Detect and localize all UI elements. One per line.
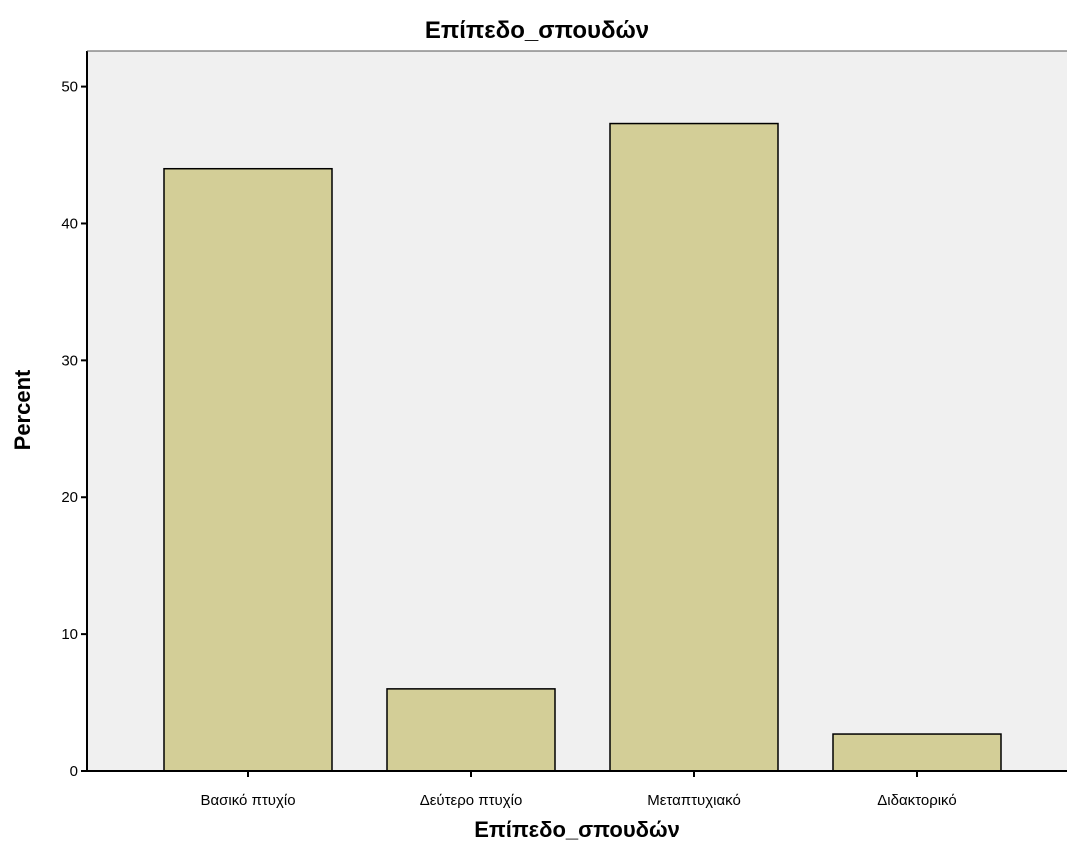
y-tick-label: 10 <box>61 626 78 643</box>
x-tick-label: Διδακτορικό <box>877 792 956 809</box>
bar <box>609 122 779 772</box>
y-axis-label: Percent <box>10 369 35 450</box>
y-tick-label: 50 <box>61 79 78 96</box>
x-axis-label: Επίπεδο_σπουδών <box>474 817 680 842</box>
y-tick-label: 0 <box>70 763 78 780</box>
y-ticks: 0 10 20 30 40 50 <box>61 79 87 780</box>
x-tick-label: Δεύτερο πτυχίο <box>420 792 523 809</box>
bar <box>386 688 556 772</box>
y-tick-label: 20 <box>61 489 78 506</box>
bar <box>163 167 333 772</box>
bar <box>832 733 1002 772</box>
y-tick-label: 30 <box>61 352 78 369</box>
axes <box>86 50 1067 772</box>
x-tick-label: Βασικό πτυχίο <box>200 792 295 809</box>
chart-title: Επίπεδο_σπουδών <box>425 17 649 44</box>
y-tick-label: 40 <box>61 215 78 232</box>
x-ticks: Βασικό πτυχίο Δεύτερο πτυχίο Μεταπτυχιακό Δ… <box>200 771 957 809</box>
bars <box>163 122 1002 772</box>
x-tick-label: Μεταπτυχιακό <box>647 792 741 809</box>
